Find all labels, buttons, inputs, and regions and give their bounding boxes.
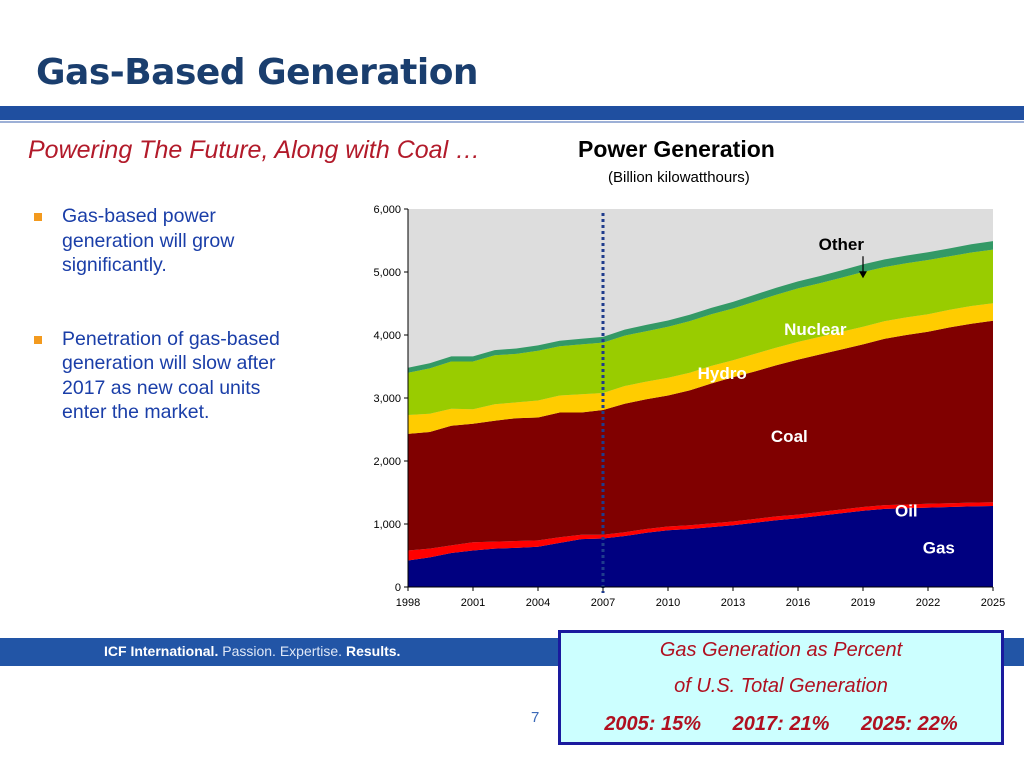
area-coal <box>408 320 993 551</box>
series-label-gas: Gas <box>923 539 955 558</box>
square-bullet-icon <box>34 213 42 221</box>
series-label-nuclear: Nuclear <box>784 320 847 339</box>
y-tick-label: 4,000 <box>373 330 401 342</box>
company-tagline-results: Results. <box>345 643 401 659</box>
arrowhead-icon <box>859 271 867 279</box>
x-tick-label: 2022 <box>916 597 940 609</box>
x-tick-label: 2007 <box>591 597 615 609</box>
x-tick-label: 1998 <box>396 597 420 609</box>
x-tick-label: 2001 <box>461 597 485 609</box>
callout-stats: 2005: 15% 2017: 21% 2025: 22% <box>561 713 1001 736</box>
x-tick-label: 2010 <box>656 597 680 609</box>
bullet-list: Gas-based power generation will grow sig… <box>34 204 304 474</box>
chart-units: (Billion kilowatthours) <box>608 169 750 186</box>
bullet-text: Penetration of gas-based generation will… <box>62 327 280 424</box>
area-hydro <box>408 303 993 434</box>
y-tick-label: 1,000 <box>373 519 401 531</box>
stat-2025: 2025: 22% <box>860 713 958 735</box>
page-number: 7 <box>531 709 540 726</box>
square-bullet-icon <box>34 335 42 344</box>
x-tick-label: 2019 <box>851 597 875 609</box>
x-tick-label: 2016 <box>786 597 810 609</box>
y-tick-label: 2,000 <box>373 456 401 468</box>
x-tick-label: 2004 <box>526 597 550 609</box>
x-axis: 1998 2001 2004 2007 2010 2013 2016 2019 2022 2025 <box>396 586 1005 609</box>
bullet-item: Penetration of gas-based generation will… <box>34 327 304 425</box>
series-label-oil: Oil <box>895 501 918 520</box>
x-tick-label: 2025 <box>981 597 1005 609</box>
chart-title: Power Generation <box>578 136 775 162</box>
area-nuclear <box>408 249 993 415</box>
area-gas <box>408 506 993 587</box>
y-tick-label: 5,000 <box>373 267 401 279</box>
y-tick-label: 6,000 <box>373 204 401 216</box>
company-name: ICF International. <box>104 643 219 659</box>
series-label-coal: Coal <box>771 427 808 446</box>
title-rule <box>0 106 1024 120</box>
slide-title: Gas-Based Generation <box>36 52 479 93</box>
callout-title-line2: of U.S. Total Generation <box>674 675 888 697</box>
power-generation-chart: 0 1,000 2,000 3,000 4,000 5,000 6,000 1998 2001… <box>373 204 1005 609</box>
bullet-text: Gas-based power generation will grow sig… <box>62 205 235 276</box>
series-label-other: Other <box>819 235 865 254</box>
company-tagline: Passion. Expertise. <box>222 643 343 659</box>
y-axis: 0 1,000 2,000 3,000 4,000 5,000 6,000 <box>373 204 409 594</box>
series-label-hydro: Hydro <box>698 364 747 383</box>
y-tick-label: 0 <box>395 582 401 594</box>
stat-2017: 2017: 21% <box>732 713 830 735</box>
stat-2005: 2005: 15% <box>604 713 702 735</box>
callout-title-line1: Gas Generation as Percent <box>659 639 903 661</box>
stacked-areas <box>408 241 993 587</box>
slide-subtitle: Powering The Future, Along with Coal … <box>28 136 481 164</box>
series-labels: Other Nuclear Hydro Coal Oil Gas <box>698 235 955 558</box>
bullet-item: Gas-based power generation will grow sig… <box>34 204 304 278</box>
y-tick-label: 3,000 <box>373 393 401 405</box>
area-other <box>408 241 993 373</box>
gas-percent-callout: Gas Generation as Percent of U.S. Total … <box>558 630 1004 745</box>
footer-branding: ICF International. Passion. Expertise. R… <box>104 643 400 659</box>
title-rule-thin <box>0 121 1024 123</box>
x-tick-label: 2013 <box>721 597 745 609</box>
